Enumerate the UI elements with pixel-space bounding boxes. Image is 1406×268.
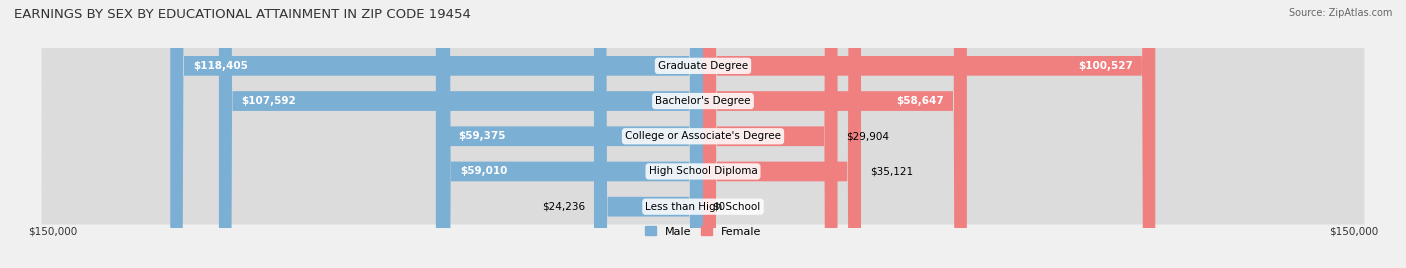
FancyBboxPatch shape — [593, 0, 703, 268]
Text: $29,904: $29,904 — [846, 131, 890, 141]
Text: College or Associate's Degree: College or Associate's Degree — [626, 131, 780, 141]
FancyBboxPatch shape — [42, 118, 1364, 154]
Text: $100,527: $100,527 — [1078, 61, 1133, 71]
FancyBboxPatch shape — [437, 0, 703, 268]
Text: High School Diploma: High School Diploma — [648, 166, 758, 176]
FancyBboxPatch shape — [703, 0, 1156, 268]
Text: EARNINGS BY SEX BY EDUCATIONAL ATTAINMENT IN ZIP CODE 19454: EARNINGS BY SEX BY EDUCATIONAL ATTAINMEN… — [14, 8, 471, 21]
FancyBboxPatch shape — [703, 0, 860, 268]
Text: $59,010: $59,010 — [460, 166, 508, 176]
Text: $58,647: $58,647 — [897, 96, 945, 106]
Text: $118,405: $118,405 — [193, 61, 247, 71]
FancyBboxPatch shape — [42, 189, 1364, 225]
Text: $24,236: $24,236 — [541, 202, 585, 212]
Legend: Male, Female: Male, Female — [645, 226, 761, 237]
FancyBboxPatch shape — [436, 0, 703, 268]
Text: $59,375: $59,375 — [458, 131, 506, 141]
Text: $35,121: $35,121 — [870, 166, 912, 176]
Text: $107,592: $107,592 — [242, 96, 297, 106]
Text: Graduate Degree: Graduate Degree — [658, 61, 748, 71]
FancyBboxPatch shape — [703, 0, 838, 268]
FancyBboxPatch shape — [170, 0, 703, 268]
FancyBboxPatch shape — [42, 83, 1364, 119]
FancyBboxPatch shape — [703, 0, 967, 268]
Text: $0: $0 — [711, 202, 725, 212]
Text: Source: ZipAtlas.com: Source: ZipAtlas.com — [1288, 8, 1392, 18]
Text: Bachelor's Degree: Bachelor's Degree — [655, 96, 751, 106]
Text: $150,000: $150,000 — [28, 226, 77, 236]
Text: $150,000: $150,000 — [1329, 226, 1378, 236]
FancyBboxPatch shape — [42, 48, 1364, 84]
Text: Less than High School: Less than High School — [645, 202, 761, 212]
FancyBboxPatch shape — [219, 0, 703, 268]
FancyBboxPatch shape — [42, 154, 1364, 189]
